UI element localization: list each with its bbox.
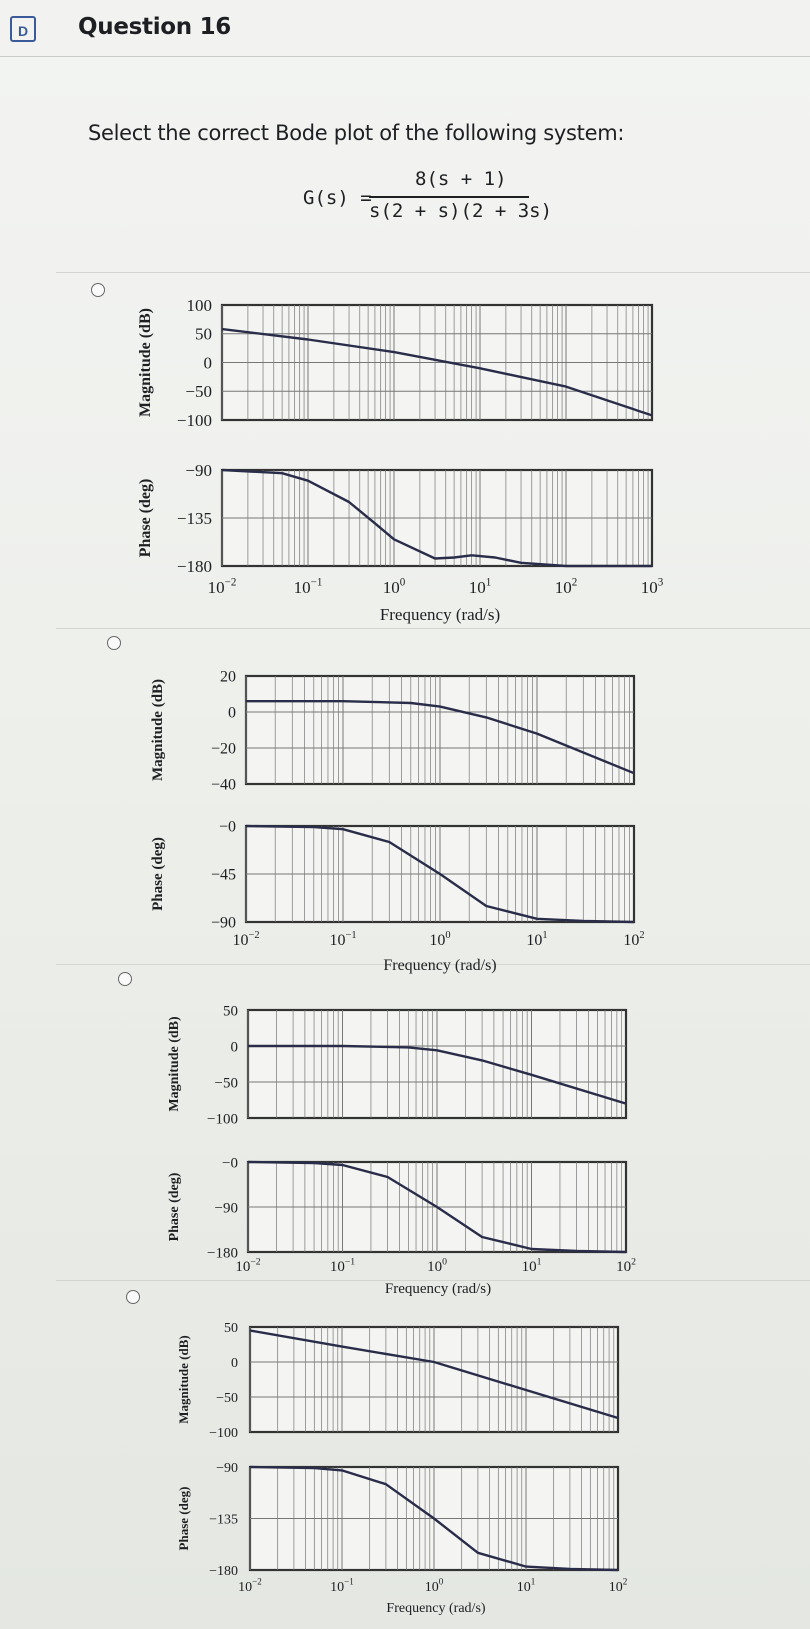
phase-curve — [221, 468, 652, 568]
phase-ytick-label: −90 — [215, 1200, 238, 1216]
magnitude-ytick-label: 50 — [224, 1321, 238, 1336]
divider — [56, 628, 810, 629]
magnitude-axis-label: Magnitude (dB) — [167, 1016, 182, 1112]
radio-option-d[interactable] — [126, 1290, 140, 1304]
radio-option-b[interactable] — [107, 636, 121, 650]
phase-ytick-label: −0 — [222, 1155, 238, 1171]
bode-option-d: 50 0 −50 −100 −90 −135 −180 Magnitude (dB) Phase… — [176, 1321, 628, 1616]
flag-icon[interactable]: D — [10, 16, 36, 42]
transfer-function: G(s) = 8(s + 1) s(2 + s)(2 + 3s) — [303, 168, 563, 228]
phase-axis-label: Phase (deg) — [167, 1172, 182, 1241]
magnitude-curve — [221, 327, 653, 417]
magnitude-ytick-label: −100 — [209, 1426, 238, 1441]
phase-ytick-label: −180 — [207, 1245, 238, 1261]
magnitude-curve — [248, 1044, 627, 1105]
x-tick-label: 10−1 — [329, 930, 356, 949]
x-tick-label: 10−2 — [208, 576, 237, 597]
x-tick-label: 10−2 — [238, 1577, 262, 1595]
radio-option-c[interactable] — [118, 972, 132, 986]
magnitude-ytick-label: −40 — [211, 777, 236, 794]
x-tick-label: 101 — [517, 1577, 536, 1595]
x-tick-label: 101 — [522, 1256, 542, 1275]
x-tick-label: 102 — [616, 1256, 636, 1275]
phase-axis-label: Phase (deg) — [150, 837, 166, 911]
frequency-axis-label: Frequency (rad/s) — [383, 957, 496, 974]
x-tick-label: 102 — [555, 576, 578, 597]
x-tick-label: 10−1 — [294, 576, 323, 597]
x-tick-label: 102 — [623, 930, 644, 949]
frequency-axis-label: Frequency (rad/s) — [380, 605, 500, 624]
bode-option-b: 20 0 −20 −40 −0 −45 −90 Magnitude (dB) Phase (de… — [150, 669, 645, 974]
x-tick-label: 100 — [383, 576, 406, 597]
phase-ytick-label: −135 — [209, 1512, 238, 1527]
magnitude-ytick-label: 0 — [228, 705, 236, 722]
x-tick-label: 101 — [469, 576, 492, 597]
x-tick-label: 100 — [429, 930, 450, 949]
phase-axis-label: Phase (deg) — [137, 479, 154, 558]
magnitude-ytick-label: 20 — [220, 669, 236, 686]
phase-ytick-label: −180 — [177, 557, 212, 576]
x-tick-label: 10−1 — [330, 1577, 354, 1595]
bode-option-c: 50 0 −50 −100 −0 −90 −180 Magnitude (dB) Phase (… — [167, 1003, 636, 1297]
x-tick-label: 100 — [425, 1577, 444, 1595]
magnitude-curve — [246, 700, 635, 775]
bode-option-a: 100 50 0 −50 −100 −90 −135 −180 Magnitude (dB) Ph… — [137, 296, 664, 624]
phase-ytick-label: −90 — [216, 1461, 238, 1476]
divider — [56, 272, 810, 273]
frequency-axis-label: Frequency (rad/s) — [386, 1601, 485, 1616]
x-tick-label: 101 — [526, 930, 547, 949]
magnitude-ytick-label: 0 — [231, 1039, 239, 1055]
phase-ytick-label: −45 — [211, 867, 236, 884]
x-tick-label: 103 — [641, 576, 664, 597]
magnitude-axis-label: Magnitude (dB) — [137, 308, 154, 417]
divider — [56, 1280, 810, 1281]
magnitude-curve — [249, 1329, 619, 1420]
x-tick-label: 10−1 — [330, 1256, 355, 1275]
phase-curve — [249, 1465, 619, 1572]
fraction-bar — [369, 196, 529, 198]
phase-curve — [245, 824, 635, 924]
x-tick-label: 10−2 — [235, 1256, 260, 1275]
tf-lhs: G(s) = — [303, 187, 372, 209]
magnitude-ytick-label: 100 — [187, 296, 213, 315]
phase-axis-label: Phase (deg) — [176, 1487, 191, 1551]
phase-ytick-label: −180 — [209, 1564, 238, 1579]
radio-option-a[interactable] — [91, 283, 105, 297]
phase-curve — [247, 1160, 627, 1254]
question-prompt: Select the correct Bode plot of the foll… — [88, 121, 625, 145]
magnitude-axis-label: Magnitude (dB) — [150, 679, 166, 781]
frequency-axis-label: Frequency (rad/s) — [385, 1281, 491, 1297]
magnitude-ytick-label: −50 — [185, 382, 212, 401]
magnitude-ytick-label: 50 — [223, 1003, 238, 1019]
divider — [56, 964, 810, 965]
phase-ytick-label: −0 — [219, 819, 236, 836]
magnitude-ytick-label: −100 — [207, 1111, 238, 1127]
x-tick-label: 100 — [427, 1256, 447, 1275]
question-title: Question 16 — [78, 14, 231, 40]
phase-ytick-label: −90 — [211, 915, 236, 932]
tf-numerator: 8(s + 1) — [415, 168, 507, 190]
magnitude-ytick-label: −50 — [216, 1391, 238, 1406]
phase-ytick-label: −135 — [177, 509, 212, 528]
magnitude-ytick-label: −20 — [211, 741, 236, 758]
tf-denominator: s(2 + s)(2 + 3s) — [369, 200, 553, 222]
magnitude-axis-label: Magnitude (dB) — [176, 1335, 191, 1423]
magnitude-ytick-label: −50 — [215, 1075, 238, 1091]
x-tick-label: 10−2 — [232, 930, 259, 949]
magnitude-ytick-label: 50 — [195, 325, 212, 344]
magnitude-ytick-label: 0 — [204, 353, 213, 372]
magnitude-ytick-label: 0 — [231, 1356, 238, 1371]
phase-ytick-label: −90 — [185, 461, 212, 480]
question-header: D Question 16 — [0, 0, 810, 57]
magnitude-ytick-label: −100 — [177, 411, 212, 430]
x-tick-label: 102 — [609, 1577, 628, 1595]
